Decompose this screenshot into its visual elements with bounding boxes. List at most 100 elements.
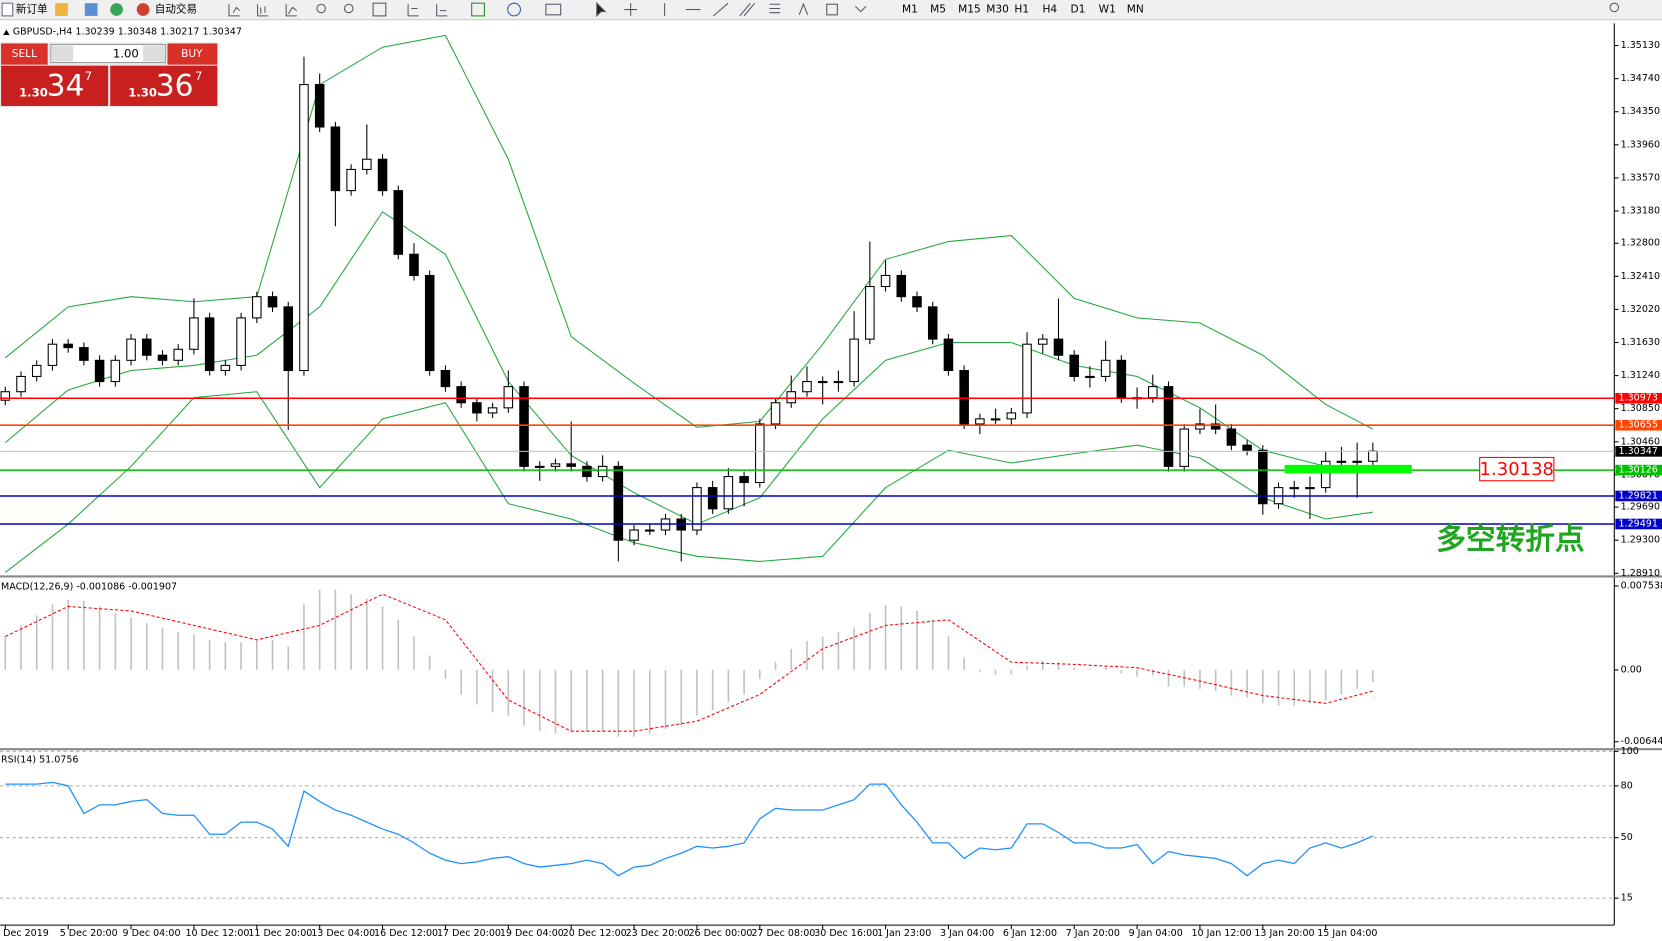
channel-icon[interactable] bbox=[739, 2, 756, 17]
text-icon[interactable] bbox=[798, 2, 809, 16]
sell-price-point: 7 bbox=[85, 69, 92, 83]
candle-body bbox=[409, 253, 419, 277]
search-icon[interactable] bbox=[1609, 2, 1620, 13]
x-tick-label: 15 Jan 04:00 bbox=[1317, 928, 1377, 939]
candle-body bbox=[1320, 460, 1331, 489]
line-icon[interactable] bbox=[285, 4, 298, 17]
x-tick-label: 11 Dec 20:00 bbox=[248, 928, 312, 939]
candle-body bbox=[1368, 450, 1378, 462]
label-icon[interactable] bbox=[826, 3, 838, 16]
buy-price-box[interactable] bbox=[110, 65, 218, 106]
timeframe-button[interactable]: W1 bbox=[1099, 4, 1116, 16]
toolbar-icon[interactable] bbox=[110, 3, 123, 16]
templates-icon[interactable] bbox=[545, 3, 562, 16]
cursor-icon[interactable] bbox=[596, 1, 607, 18]
candle-body bbox=[1163, 386, 1174, 467]
toolbar-icon[interactable] bbox=[55, 3, 68, 16]
y-tick-label: 1.33180 bbox=[1621, 205, 1660, 216]
timeframe-button[interactable]: M1 bbox=[902, 4, 918, 16]
auto-trading-button[interactable]: 自动交易 bbox=[155, 3, 197, 16]
buy-label[interactable]: BUY bbox=[181, 48, 203, 60]
trendline-icon[interactable] bbox=[713, 2, 729, 17]
timeframe-button[interactable]: H1 bbox=[1014, 4, 1029, 16]
price-level-tag bbox=[1615, 464, 1662, 476]
y-tick-label: 1.30850 bbox=[1621, 403, 1660, 414]
candle-body bbox=[990, 418, 1001, 421]
candle-body bbox=[424, 274, 435, 372]
marker-label: 1.30138 bbox=[1480, 459, 1554, 480]
y-tick-label: 1.28910 bbox=[1621, 568, 1660, 579]
timeframe-button[interactable]: D1 bbox=[1071, 4, 1086, 16]
timeframes: M1 M5 M15 M30 H1 H4 D1 W1 MN bbox=[902, 4, 1144, 16]
new-order-icon[interactable] bbox=[1, 2, 14, 17]
candle-body bbox=[1100, 359, 1111, 377]
new-order-button[interactable]: 新订单 bbox=[16, 3, 48, 16]
zoom-out-icon[interactable] bbox=[343, 3, 354, 14]
price-level-label: 1.30973 bbox=[1619, 393, 1658, 404]
candle-body bbox=[220, 364, 231, 372]
lot-value[interactable]: 1.00 bbox=[113, 47, 139, 61]
y-tick-label: -0.006446 bbox=[1621, 736, 1662, 747]
crosshair-icon[interactable] bbox=[624, 3, 638, 16]
candle-body bbox=[1289, 487, 1300, 490]
timeframe-button[interactable]: H4 bbox=[1042, 4, 1057, 16]
candle-body bbox=[1069, 354, 1079, 377]
sell-price-box[interactable] bbox=[1, 65, 109, 106]
tile-icon[interactable] bbox=[372, 2, 387, 17]
periods-icon[interactable] bbox=[507, 2, 521, 17]
candle-body bbox=[597, 465, 608, 478]
candle-body bbox=[770, 402, 781, 425]
timeframe-button[interactable]: MN bbox=[1127, 4, 1144, 16]
timeframe-button[interactable]: M30 bbox=[986, 4, 1009, 16]
sell-label[interactable]: SELL bbox=[12, 48, 37, 60]
x-tick-label: 1 Jan 23:00 bbox=[877, 928, 931, 939]
candle-body bbox=[896, 274, 907, 298]
x-tick-label: 27 Dec 08:00 bbox=[751, 928, 815, 939]
y-tick-label: 1.30460 bbox=[1621, 436, 1660, 447]
timeframe-button[interactable]: M5 bbox=[930, 4, 946, 16]
candle-body bbox=[173, 348, 183, 361]
candle-body bbox=[833, 381, 844, 384]
fibo-icon[interactable] bbox=[769, 3, 781, 14]
auto-trading-icon[interactable] bbox=[136, 3, 150, 16]
bar-chart-icon[interactable] bbox=[228, 4, 240, 17]
indicators-icon[interactable] bbox=[471, 2, 485, 17]
lot-down[interactable] bbox=[51, 45, 74, 62]
scroll-icon[interactable] bbox=[407, 4, 419, 17]
arrows-icon[interactable] bbox=[855, 5, 867, 13]
price-level-tag bbox=[1615, 490, 1662, 502]
trade-panel: SELL 1.00 BUY 1.30 34 7 1.30 36 7 bbox=[0, 42, 219, 108]
zoom-in-icon[interactable] bbox=[316, 3, 326, 14]
x-tick-label: 30 Dec 16:00 bbox=[814, 928, 878, 939]
lot-input[interactable] bbox=[50, 43, 166, 64]
x-tick-label: 5 Dec 20:00 bbox=[60, 928, 118, 939]
lot-up[interactable] bbox=[143, 45, 165, 62]
y-tick-label: 0.007538 bbox=[1621, 580, 1662, 591]
candle-body bbox=[582, 465, 592, 478]
candle-body bbox=[503, 386, 514, 409]
x-tick-label: 13 Jan 20:00 bbox=[1254, 928, 1314, 939]
shift-icon[interactable] bbox=[436, 4, 448, 17]
candle-body bbox=[613, 465, 624, 541]
candle-body bbox=[645, 529, 655, 532]
candle-body bbox=[252, 296, 262, 319]
candle-body bbox=[943, 338, 954, 372]
candle-body bbox=[755, 423, 765, 484]
bollinger-lower bbox=[4, 391, 1373, 573]
y-tick-label: 1.33960 bbox=[1621, 139, 1660, 150]
candle-body bbox=[189, 317, 199, 350]
macd-signal bbox=[5, 593, 1373, 732]
toolbar-icon[interactable] bbox=[84, 3, 98, 16]
candle-body bbox=[487, 407, 498, 414]
chart-menu-icon[interactable] bbox=[3, 29, 10, 35]
candle-body bbox=[472, 402, 482, 414]
marker-bar bbox=[1284, 464, 1412, 474]
candle-icon[interactable] bbox=[257, 4, 269, 17]
sell-button[interactable] bbox=[1, 43, 48, 65]
toolbar bbox=[0, 0, 1662, 21]
buy-button[interactable] bbox=[167, 43, 218, 65]
x-tick-label: 6 Jan 12:00 bbox=[1003, 928, 1057, 939]
price-level-label: 1.29491 bbox=[1619, 518, 1658, 529]
timeframe-button[interactable]: M15 bbox=[958, 4, 981, 16]
